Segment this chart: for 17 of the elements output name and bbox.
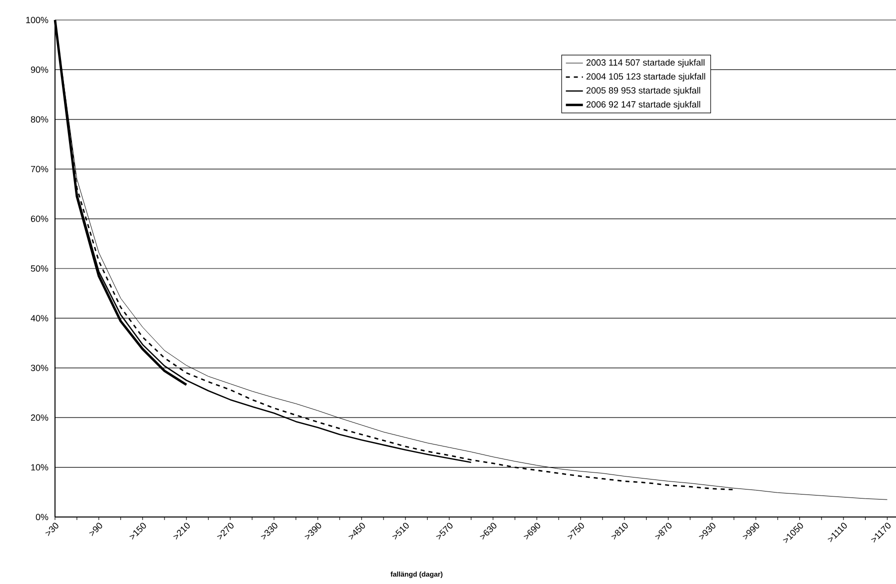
x-tick-label: >90 bbox=[89, 522, 102, 536]
y-tick-label: 60% bbox=[31, 216, 48, 222]
y-tick-label: 80% bbox=[30, 116, 48, 123]
legend-label: 2005 89 953 startade sjukfall bbox=[586, 87, 700, 96]
y-tick-label: 90% bbox=[30, 66, 48, 73]
y-tick-label: 0% bbox=[36, 514, 48, 520]
x-tick-label: >30 bbox=[45, 522, 58, 536]
y-tick-label: 70% bbox=[31, 166, 48, 172]
legend-label: 2003 114 507 startade sjukfall bbox=[586, 59, 704, 68]
y-tick-label: 20% bbox=[31, 414, 48, 421]
legend-label: 2006 92 147 startade sjukfall bbox=[586, 100, 700, 110]
y-tick-label: 30% bbox=[30, 364, 48, 372]
y-tick-label: 40% bbox=[30, 315, 48, 322]
legend-label: 2004 105 123 startade sjukfall bbox=[586, 73, 706, 82]
y-tick-label: 100% bbox=[26, 16, 48, 24]
y-tick-label: 10% bbox=[31, 464, 48, 470]
y-tick-label: 50% bbox=[30, 265, 48, 272]
